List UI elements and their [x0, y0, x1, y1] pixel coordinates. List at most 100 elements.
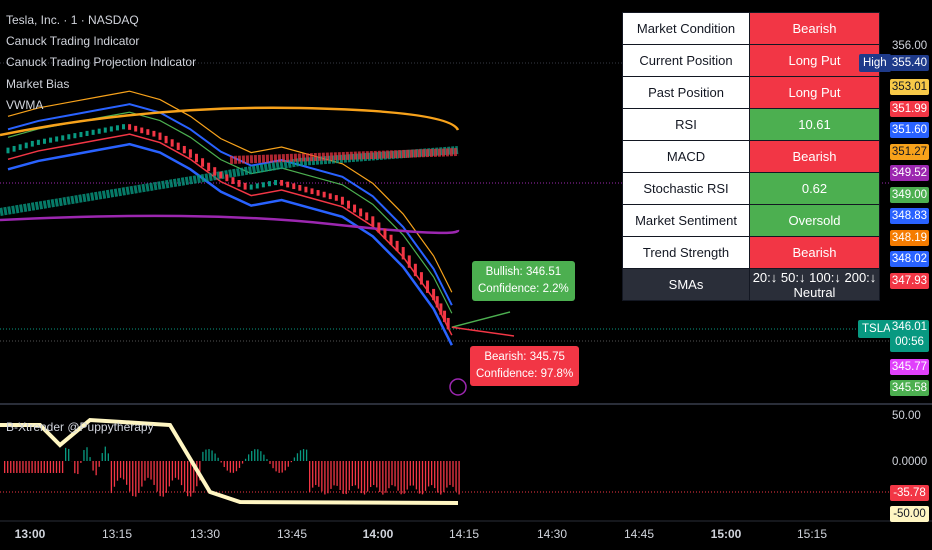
- candle: [12, 145, 16, 152]
- oscillator-value-label: -50.00: [890, 506, 929, 522]
- candle: [176, 142, 180, 150]
- indicator-price-label: 351.99: [890, 100, 929, 117]
- oscillator-bar: [406, 461, 408, 490]
- oscillator-bar: [98, 461, 100, 467]
- candle: [42, 138, 46, 144]
- oscillator-bar: [217, 457, 219, 461]
- oscillator-bar: [293, 457, 296, 461]
- oscillator-bar: [257, 449, 259, 461]
- candle: [134, 125, 138, 132]
- candle: [274, 180, 278, 186]
- oscillator-bar: [202, 451, 204, 461]
- oscillator-bar: [40, 461, 42, 473]
- candle: [109, 126, 113, 132]
- candle: [280, 180, 284, 186]
- row-value: Bearish: [749, 12, 880, 45]
- indicator-label[interactable]: Canuck Trading Projection Indicator: [6, 55, 197, 69]
- time-tick: 14:30: [536, 527, 568, 541]
- candle: [446, 317, 450, 330]
- oscillator-bar: [25, 461, 27, 473]
- last-price-label: 346.01 00:56: [890, 320, 929, 352]
- oscillator-bar: [379, 461, 381, 493]
- candle: [194, 153, 198, 163]
- oscillator-bar: [135, 461, 137, 497]
- oscillator-bar: [10, 461, 12, 473]
- row-key: RSI: [622, 108, 750, 141]
- moving-average-line: [7, 142, 453, 346]
- oscillator-bar: [248, 454, 250, 461]
- oscillator-bar: [119, 461, 122, 478]
- candle: [292, 183, 296, 190]
- time-tick: 13:15: [101, 527, 133, 541]
- oscillator-bar: [354, 461, 357, 486]
- oscillator-bar: [284, 461, 286, 471]
- oscillator-bar: [424, 461, 427, 491]
- oscillator-bar: [168, 461, 170, 487]
- time-tick: 14:15: [448, 527, 480, 541]
- candle: [435, 296, 439, 308]
- oscillator-bar: [363, 461, 366, 495]
- row-key: Past Position: [622, 76, 750, 109]
- bullish-projection-label: Bullish: 346.51 Confidence: 2.2%: [472, 261, 575, 301]
- candle: [115, 125, 119, 131]
- candle: [237, 180, 241, 187]
- high-price-label: 355.40: [890, 55, 929, 71]
- sma-200-line: [0, 106, 460, 137]
- oscillator-bar: [7, 461, 9, 473]
- candle: [389, 234, 393, 245]
- oscillator-bar: [272, 461, 274, 469]
- oscillator-bar: [37, 461, 39, 473]
- bullish-projection-line: [451, 311, 511, 328]
- oscillator-bar: [458, 461, 460, 495]
- candle: [97, 128, 101, 134]
- candle: [103, 127, 107, 133]
- oscillator-bar: [34, 461, 36, 473]
- oscillator-bar: [180, 461, 183, 486]
- oscillator-bar: [421, 461, 424, 495]
- oscillator-bar: [214, 453, 216, 461]
- indicator-price-label: 349.00: [890, 186, 929, 203]
- candle: [213, 167, 217, 176]
- time-tick: 14:00: [362, 527, 394, 541]
- oscillator-bar: [266, 459, 268, 461]
- candle: [188, 149, 192, 158]
- oscillator-bar: [296, 453, 299, 461]
- indicator-label[interactable]: Market Bias: [6, 77, 70, 91]
- oscillator-bar: [351, 461, 353, 487]
- sub-pane-title[interactable]: B-Xtrender @Puppytherapy: [6, 420, 154, 434]
- bearish-confidence: Confidence: 97.8%: [476, 368, 574, 380]
- oscillator-bar: [403, 461, 405, 494]
- time-tick: 13:30: [189, 527, 221, 541]
- oscillator-bar: [13, 461, 15, 473]
- candle: [30, 140, 34, 147]
- candle: [61, 135, 65, 141]
- candle: [304, 186, 308, 193]
- bearish-projection-label: Bearish: 345.75 Confidence: 97.8%: [470, 346, 580, 386]
- candle: [383, 228, 387, 239]
- candle: [128, 124, 132, 130]
- candle: [85, 130, 89, 136]
- oscillator-bar: [251, 451, 253, 461]
- oscillator-bar: [330, 461, 332, 489]
- candle: [24, 142, 28, 149]
- oscillator-bar: [409, 461, 411, 486]
- oscillator-bar: [305, 449, 308, 461]
- candle: [140, 127, 144, 134]
- oscillator-bar: [446, 461, 448, 488]
- last-price: 346.01: [891, 321, 928, 333]
- oscillator-bar: [244, 458, 247, 461]
- oscillator-bar: [333, 461, 335, 486]
- row-key: Trend Strength: [622, 236, 750, 269]
- bullish-target: Bullish: 346.51: [485, 266, 562, 278]
- candle: [158, 132, 162, 140]
- oscillator-bar: [52, 461, 55, 473]
- indicator-label[interactable]: VWMA: [6, 98, 44, 112]
- chart-title: Tesla, Inc. · 1 · NASDAQ: [6, 13, 139, 27]
- oscillator-bar: [309, 461, 311, 493]
- event-marker-icon: [449, 378, 467, 396]
- oscillator-bar: [83, 450, 85, 461]
- oscillator-bar: [223, 461, 225, 468]
- indicator-label[interactable]: Canuck Trading Indicator: [6, 34, 140, 48]
- oscillator-bar: [193, 461, 195, 493]
